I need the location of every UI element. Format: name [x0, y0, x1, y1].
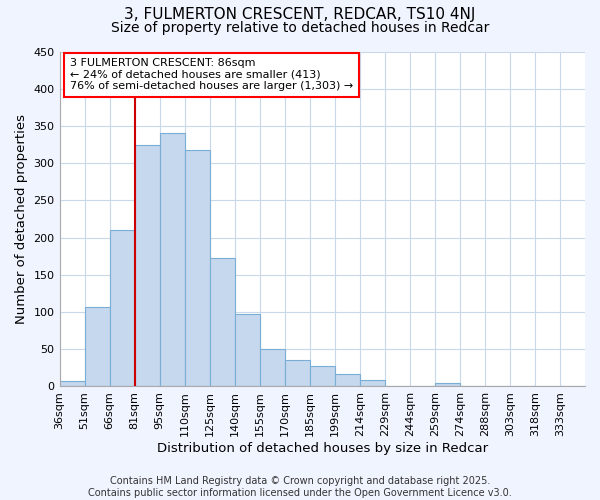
Bar — [110, 230, 134, 386]
Bar — [310, 366, 335, 386]
Text: Contains HM Land Registry data © Crown copyright and database right 2025.
Contai: Contains HM Land Registry data © Crown c… — [88, 476, 512, 498]
Bar — [235, 314, 260, 386]
Bar — [59, 381, 85, 386]
Bar — [185, 150, 209, 386]
Text: 3, FULMERTON CRESCENT, REDCAR, TS10 4NJ: 3, FULMERTON CRESCENT, REDCAR, TS10 4NJ — [124, 8, 476, 22]
Text: 3 FULMERTON CRESCENT: 86sqm
← 24% of detached houses are smaller (413)
76% of se: 3 FULMERTON CRESCENT: 86sqm ← 24% of det… — [70, 58, 353, 92]
Bar — [360, 380, 385, 386]
Bar — [285, 360, 310, 386]
X-axis label: Distribution of detached houses by size in Redcar: Distribution of detached houses by size … — [157, 442, 488, 455]
Y-axis label: Number of detached properties: Number of detached properties — [15, 114, 28, 324]
Bar — [160, 134, 185, 386]
Bar — [335, 374, 360, 386]
Bar — [260, 349, 285, 387]
Bar — [209, 258, 235, 386]
Bar — [435, 384, 460, 386]
Bar — [85, 307, 110, 386]
Bar — [134, 144, 160, 386]
Text: Size of property relative to detached houses in Redcar: Size of property relative to detached ho… — [111, 21, 489, 35]
